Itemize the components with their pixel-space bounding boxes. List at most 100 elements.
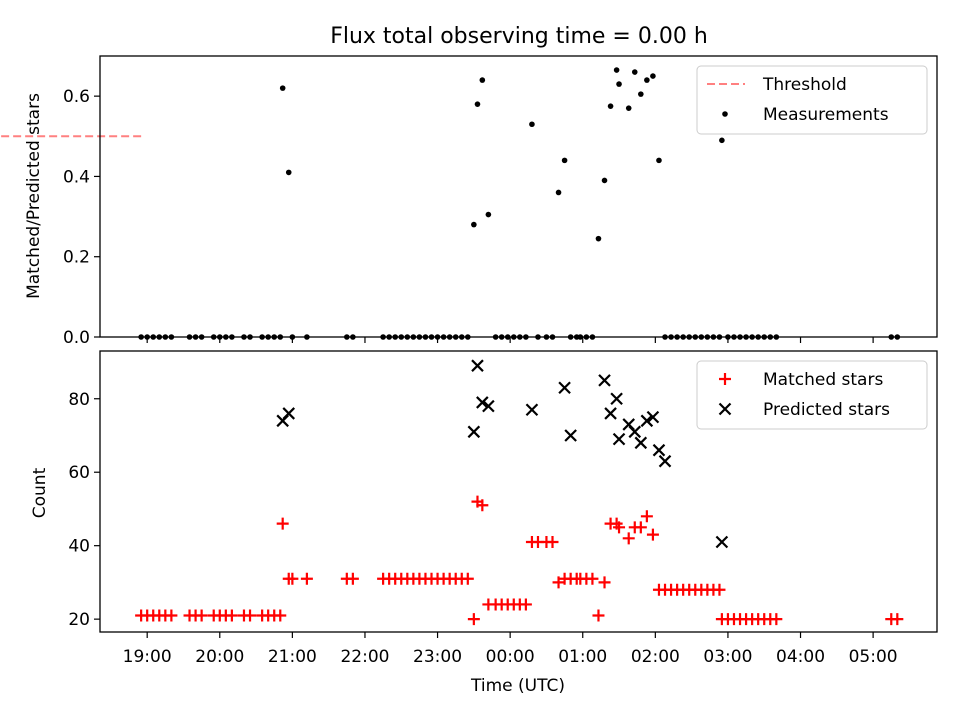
x-tick-label: 01:00 — [558, 647, 607, 667]
matched-stars-point — [770, 613, 783, 626]
chart-title: Flux total observing time = 0.00 h — [330, 24, 708, 49]
y-tick-label: 20 — [68, 610, 90, 630]
legend-label: Predicted stars — [763, 400, 890, 420]
matched-stars-point — [546, 536, 559, 549]
matched-stars-point — [592, 609, 605, 622]
legend: Threshold Measurements — [696, 65, 928, 135]
matched-stars-point — [346, 572, 359, 585]
matched-stars-point — [713, 583, 726, 596]
predicted-stars-point — [471, 359, 484, 372]
matched-stars-point — [891, 613, 904, 626]
matched-stars-point — [276, 517, 289, 530]
x-tick-label: 20:00 — [195, 647, 244, 667]
measurements-point — [613, 67, 620, 73]
matched-stars-point — [461, 572, 474, 585]
measurements-point — [650, 73, 656, 79]
measurements-point — [644, 77, 650, 83]
x-tick-label: 19:00 — [123, 647, 172, 667]
matched-stars-point — [467, 613, 480, 626]
legend-label: Measurements — [763, 105, 889, 125]
matched-stars-point — [586, 572, 599, 585]
predicted-stars-point — [646, 410, 660, 424]
x-axis-label: Time (UTC) — [470, 676, 565, 696]
measurements-point — [631, 69, 638, 75]
x-tick-label: 02:00 — [631, 647, 680, 667]
matched-stars-point — [613, 521, 626, 534]
plot-frame — [99, 350, 938, 633]
legend-box — [696, 65, 928, 135]
predicted-stars-point — [628, 425, 642, 439]
matched-stars-point — [225, 609, 238, 622]
predicted-stars-point — [525, 403, 539, 417]
y-tick-label: 0.2 — [63, 248, 90, 268]
measurements-point — [474, 101, 481, 107]
y-tick-label: 80 — [68, 390, 90, 410]
legend-box — [696, 360, 928, 430]
measurements-point — [719, 137, 725, 144]
matched-stars-point — [640, 510, 653, 523]
matched-stars-point — [634, 521, 647, 534]
predicted-stars-point — [604, 407, 617, 420]
measurements-point — [595, 235, 602, 242]
predicted-stars-point — [640, 414, 654, 428]
x-tick-label: 21:00 — [268, 647, 317, 667]
measurements-point — [529, 121, 535, 128]
predicted-stars-point — [715, 535, 729, 549]
predicted-stars-point — [652, 443, 666, 457]
legend-measurements-swatch — [722, 111, 728, 117]
top-panel: 0.0 0.2 0.4 0.6 Threshold Measurements — [0, 55, 938, 348]
predicted-stars-point — [482, 399, 495, 413]
matched-stars-point — [552, 576, 565, 589]
predicted-stars-point — [282, 407, 296, 420]
measurements-point — [601, 177, 608, 184]
y-tick-label: 0.4 — [63, 167, 90, 187]
matched-stars-point — [165, 609, 178, 622]
matched-stars-point — [646, 528, 659, 541]
predicted-stars-point — [610, 392, 623, 406]
bottom-y-axis-label: Count — [30, 467, 50, 518]
predicted-stars-point — [598, 374, 611, 387]
predicted-stars-point — [564, 429, 577, 442]
matched-stars-point — [519, 598, 532, 611]
y-tick-label: 40 — [68, 537, 90, 557]
measurements-point — [656, 157, 662, 164]
measurements-point — [616, 81, 622, 87]
measurements-point — [561, 157, 568, 164]
measurements-point — [638, 91, 644, 97]
measurements-point — [625, 105, 632, 111]
matched-stars-point — [195, 609, 208, 622]
matched-stars-point — [300, 572, 313, 585]
matched-stars-point — [622, 532, 635, 545]
y-tick-label: 60 — [68, 463, 90, 483]
predicted-stars-point — [476, 396, 489, 409]
measurements-point — [279, 85, 286, 91]
x-tick-label: 22:00 — [340, 647, 389, 667]
legend: Matched stars Predicted stars — [696, 360, 928, 430]
matched-stars-point — [598, 576, 611, 589]
predicted-stars-point — [658, 454, 672, 468]
x-tick-label: 23:00 — [413, 647, 462, 667]
matched-stars-point — [286, 572, 299, 585]
measurements-point — [607, 103, 614, 109]
x-tick-label: 05:00 — [849, 647, 898, 667]
y-tick-label: 0.0 — [63, 328, 90, 348]
plot-frame — [99, 55, 938, 338]
matched-stars-point — [476, 499, 489, 512]
measurements-point — [485, 211, 492, 218]
x-tick-label: 03:00 — [703, 647, 752, 667]
predicted-stars-point — [612, 432, 626, 446]
matched-stars-point — [244, 609, 257, 622]
matched-stars-point — [274, 609, 287, 622]
top-y-axis-label: Matched/Predicted stars — [24, 93, 44, 299]
predicted-stars-point — [467, 425, 481, 439]
x-tick-label: 04:00 — [776, 647, 825, 667]
predicted-stars-point — [558, 381, 571, 395]
legend-label: Matched stars — [763, 370, 883, 390]
measurements-point — [479, 77, 486, 83]
measurements-point — [555, 189, 562, 196]
measurements-point — [285, 169, 292, 176]
x-tick-label: 00:00 — [486, 647, 535, 667]
y-tick-label: 0.6 — [63, 87, 90, 107]
legend-predicted-swatch — [718, 402, 732, 416]
